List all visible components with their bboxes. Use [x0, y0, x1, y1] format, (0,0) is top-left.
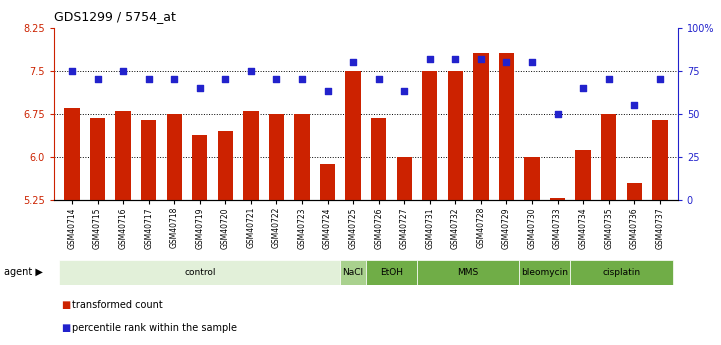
Bar [422, 71, 438, 200]
Bar [320, 164, 335, 200]
Bar [627, 183, 642, 200]
Point [348, 59, 359, 65]
Bar [524, 157, 540, 200]
Bar [653, 120, 668, 200]
Point [194, 85, 205, 91]
Text: EtOH: EtOH [380, 268, 403, 277]
Bar [417, 260, 519, 285]
Point [399, 89, 410, 94]
Bar [141, 120, 156, 200]
Point [143, 77, 154, 82]
Text: NaCl: NaCl [342, 268, 363, 277]
Point [373, 77, 384, 82]
Bar [90, 118, 105, 200]
Bar [448, 71, 463, 200]
Text: transformed count: transformed count [72, 300, 163, 310]
Point [552, 111, 563, 117]
Bar [519, 260, 570, 285]
Bar [167, 114, 182, 200]
Bar [340, 260, 366, 285]
Point [220, 77, 231, 82]
Point [270, 77, 282, 82]
Point [296, 77, 308, 82]
Bar [218, 131, 233, 200]
Bar [473, 53, 489, 200]
Bar [294, 114, 310, 200]
Text: control: control [184, 268, 216, 277]
Point [500, 59, 512, 65]
Bar [550, 198, 565, 200]
Bar [366, 260, 417, 285]
Bar [499, 53, 514, 200]
Bar [397, 157, 412, 200]
Point [578, 85, 589, 91]
Point [526, 59, 538, 65]
Text: agent ▶: agent ▶ [4, 267, 43, 277]
Point [450, 56, 461, 61]
Bar [269, 114, 284, 200]
Point [629, 102, 640, 108]
Point [66, 68, 78, 73]
Bar [601, 114, 616, 200]
Point [245, 68, 257, 73]
Point [475, 56, 487, 61]
Point [603, 77, 614, 82]
Point [424, 56, 435, 61]
Text: bleomycin: bleomycin [521, 268, 568, 277]
Bar [345, 71, 360, 200]
Bar [192, 135, 208, 200]
Point [654, 77, 665, 82]
Bar [64, 108, 79, 200]
Bar [371, 118, 386, 200]
Text: MMS: MMS [458, 268, 479, 277]
Bar [575, 150, 590, 200]
Text: ■: ■ [61, 323, 71, 333]
Point [322, 89, 333, 94]
Text: cisplatin: cisplatin [603, 268, 640, 277]
Bar [570, 260, 673, 285]
Bar [243, 111, 259, 200]
Text: percentile rank within the sample: percentile rank within the sample [72, 323, 237, 333]
Text: GDS1299 / 5754_at: GDS1299 / 5754_at [54, 10, 176, 23]
Point [169, 77, 180, 82]
Point [118, 68, 129, 73]
Bar [115, 111, 131, 200]
Point [92, 77, 103, 82]
Text: ■: ■ [61, 300, 71, 310]
Bar [59, 260, 340, 285]
